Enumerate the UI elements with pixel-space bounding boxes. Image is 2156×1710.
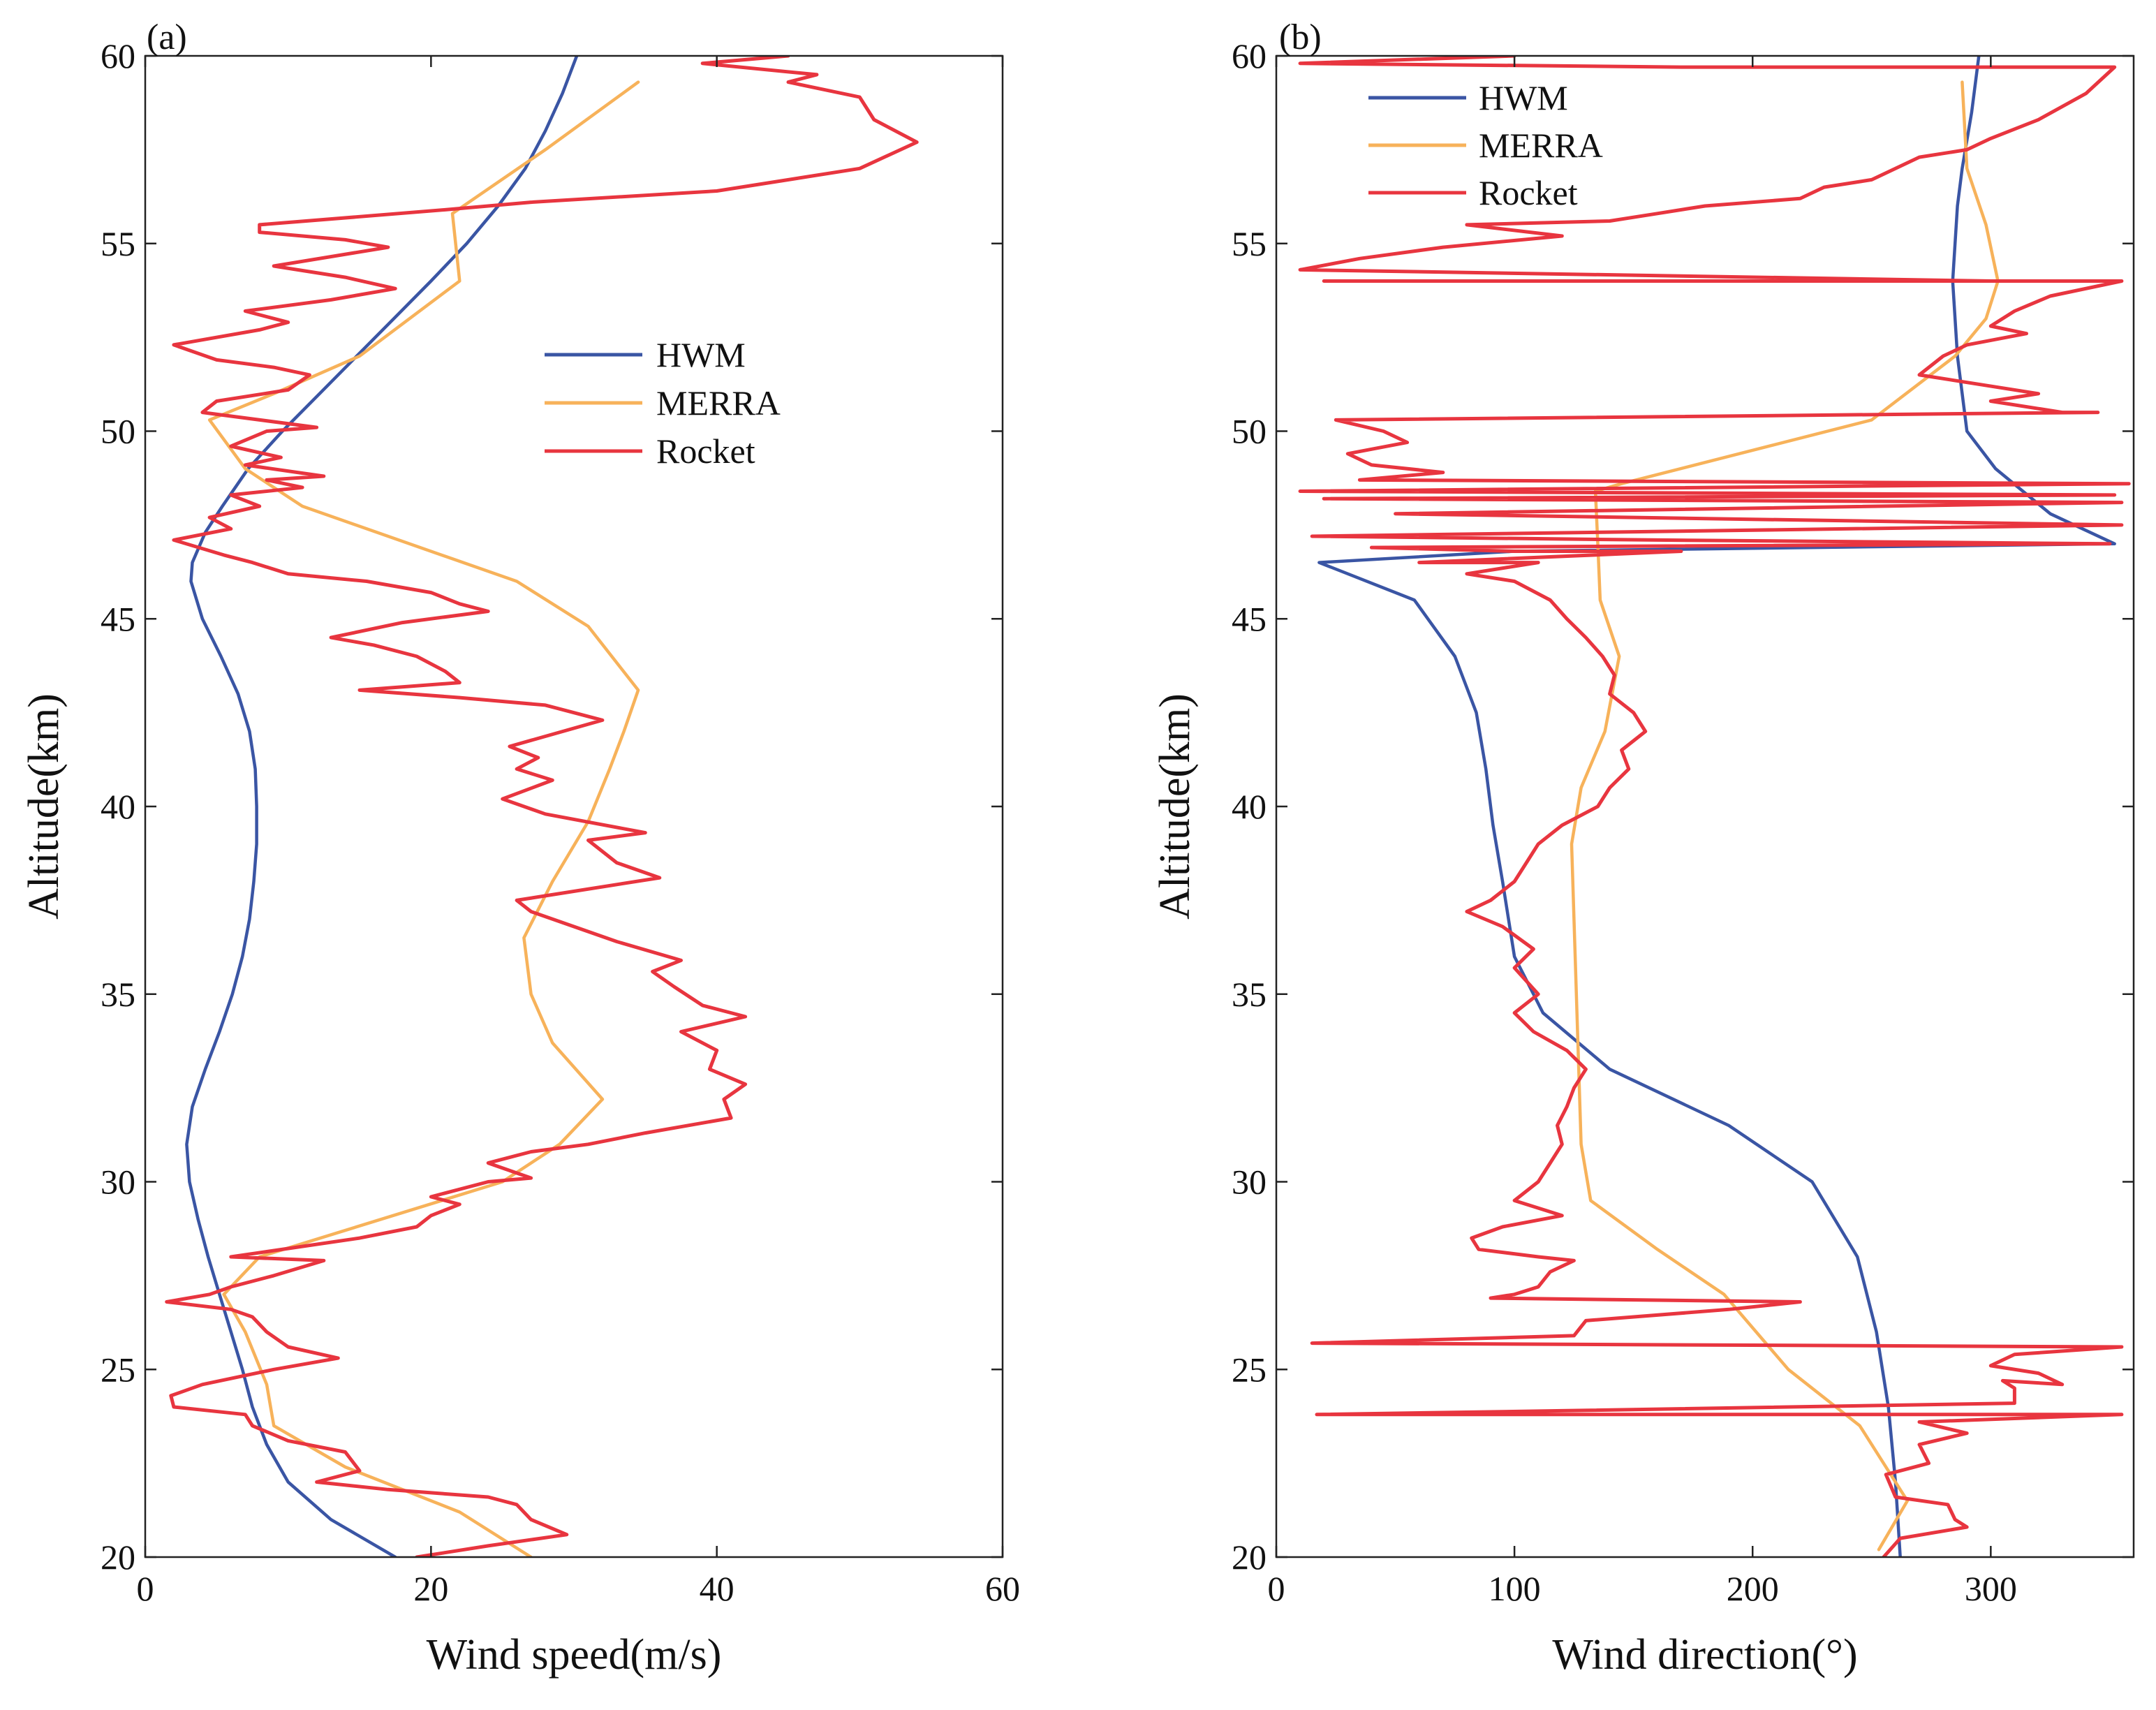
x-tick-label: 0 (1268, 1569, 1285, 1608)
series-line-hwm (1317, 56, 2116, 1557)
series-group (165, 56, 919, 1557)
y-tick-label: 35 (1232, 975, 1267, 1014)
legend-entry-rocket: Rocket (656, 432, 755, 471)
plot-frame (144, 54, 1004, 1558)
y-tick-label: 60 (101, 36, 135, 75)
y-tick-label: 30 (101, 1163, 135, 1202)
panel-b: 0 100 200 300 20 25 30 35 40 45 50 55 60 Wind directi… (1151, 17, 2135, 1679)
legend-entry-merra: MERRA (1479, 126, 1603, 165)
series-line-rocket (165, 56, 919, 1557)
series-line-hwm (185, 56, 579, 1557)
y-tick-label: 55 (1232, 224, 1267, 263)
y-tick-label: 25 (1232, 1350, 1267, 1389)
y-tick-label: 55 (101, 224, 135, 263)
y-tick-label: 50 (1232, 412, 1267, 451)
y-tick-label: 20 (1232, 1538, 1267, 1577)
legend-entry-rocket: Rocket (1479, 173, 1578, 212)
x-axis-label: Wind direction(°) (1552, 1631, 1857, 1679)
y-axis-label: Altitude(km) (1151, 693, 1199, 920)
x-tick-label: 40 (700, 1569, 734, 1608)
x-tick-label: 300 (1965, 1569, 2017, 1608)
y-tick-label: 45 (1232, 599, 1267, 638)
x-tick-label: 100 (1489, 1569, 1541, 1608)
legend-entry-hwm: HWM (656, 335, 746, 374)
y-tick-label: 45 (101, 599, 135, 638)
y-tick-label: 20 (101, 1538, 135, 1577)
legend: HWM MERRA Rocket (545, 335, 781, 471)
x-tick-label: 20 (413, 1569, 448, 1608)
y-tick-label: 30 (1232, 1163, 1267, 1202)
x-axis-label: Wind speed(m/s) (427, 1631, 722, 1679)
y-tick-label: 35 (101, 975, 135, 1014)
y-tick-label: 40 (1232, 787, 1267, 826)
panel-label: (b) (1279, 17, 1322, 57)
y-tick-label: 40 (101, 787, 135, 826)
panel-label: (a) (147, 17, 187, 57)
legend-entry-hwm: HWM (1479, 78, 1568, 117)
series-group (1298, 56, 2131, 1557)
x-tick-label: 0 (137, 1569, 154, 1608)
x-tick-label: 200 (1727, 1569, 1779, 1608)
y-tick-label: 25 (101, 1350, 135, 1389)
series-line-rocket (1298, 56, 2131, 1557)
legend: HWM MERRA Rocket (1368, 78, 1603, 212)
series-line-merra (1570, 80, 2000, 1551)
x-tick-label: 60 (985, 1569, 1020, 1608)
y-axis-label: Altitude(km) (20, 693, 68, 920)
legend-entry-merra: MERRA (656, 383, 781, 422)
y-tick-label: 50 (101, 412, 135, 451)
y-tick-label: 60 (1232, 36, 1267, 75)
